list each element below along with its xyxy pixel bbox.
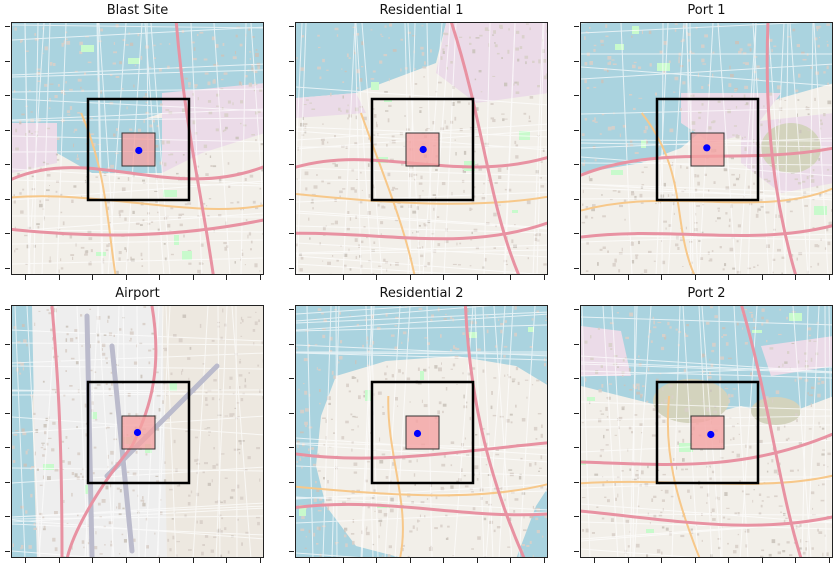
- map-tile: [295, 22, 548, 275]
- map-panel-residential-2: Residential 2: [289, 283, 548, 568]
- map-tile: [295, 305, 548, 558]
- park: [752, 330, 762, 333]
- x-axis-ticks: [295, 558, 548, 564]
- built-up-blocks: [581, 306, 832, 557]
- map-tile: [580, 22, 833, 275]
- basemap: [12, 306, 263, 557]
- location-marker: [707, 430, 715, 439]
- industrial-area: [436, 23, 547, 103]
- map-tile: [11, 305, 264, 558]
- major-roads: [581, 306, 832, 557]
- park: [789, 313, 802, 321]
- water: [12, 23, 263, 133]
- location-marker: [135, 146, 143, 155]
- park: [96, 252, 106, 256]
- park: [371, 82, 379, 90]
- water: [516, 489, 547, 557]
- minor-streets: [296, 306, 547, 557]
- park: [43, 464, 54, 470]
- panel-title: Residential 2: [379, 286, 464, 301]
- park: [519, 131, 530, 140]
- location-marker: [133, 428, 142, 437]
- basemap: [581, 306, 832, 557]
- outer-square: [86, 97, 191, 202]
- x-axis-ticks: [295, 275, 548, 281]
- basemap: [296, 306, 547, 557]
- outer-square: [370, 97, 475, 202]
- industrial-area: [681, 93, 781, 143]
- panel-title: Residential 1: [379, 3, 464, 18]
- major-roads: [12, 23, 263, 274]
- map-panel-airport: Airport: [5, 283, 264, 568]
- minor-streets: [581, 23, 832, 274]
- built-up-blocks: [13, 24, 263, 274]
- park: [384, 99, 392, 102]
- secondary-roads: [296, 112, 547, 274]
- park: [169, 381, 177, 391]
- inner-square: [121, 415, 156, 450]
- outer-square: [655, 380, 760, 485]
- panel-title: Port 1: [687, 3, 726, 18]
- park: [182, 251, 192, 260]
- inner-square: [405, 415, 440, 450]
- park: [81, 45, 94, 52]
- industrial-area: [162, 83, 263, 173]
- panel-title: Blast Site: [106, 3, 169, 18]
- park: [646, 529, 654, 533]
- basemap: [581, 23, 832, 274]
- park: [468, 332, 477, 338]
- location-marker: [413, 429, 422, 438]
- park: [299, 505, 306, 516]
- park: [512, 210, 518, 213]
- inner-square: [690, 132, 725, 167]
- x-axis-ticks: [11, 558, 264, 564]
- secondary-roads: [296, 395, 547, 557]
- inner-square: [690, 415, 725, 450]
- park: [89, 412, 97, 419]
- park: [528, 327, 534, 332]
- outer-square: [655, 97, 760, 202]
- green-zone: [751, 397, 801, 425]
- map-tile: [11, 22, 264, 275]
- map-panel-residential-1: Residential 1: [289, 0, 548, 285]
- location-marker: [703, 144, 711, 152]
- panel-title: Port 2: [687, 286, 726, 301]
- outer-square: [370, 380, 475, 485]
- location-marker: [419, 145, 427, 154]
- park: [163, 190, 177, 197]
- park: [128, 58, 140, 64]
- park: [420, 371, 424, 380]
- basemap: [296, 23, 547, 274]
- park: [657, 63, 670, 71]
- panel-title: Airport: [115, 286, 160, 301]
- major-roads: [296, 306, 547, 557]
- map-panel-blast-site: Blast Site: [5, 0, 264, 285]
- x-axis-ticks: [580, 558, 833, 564]
- park: [611, 170, 623, 175]
- x-axis-ticks: [11, 275, 264, 281]
- map-panel-port-1: Port 1: [574, 0, 833, 285]
- x-axis-ticks: [580, 275, 833, 281]
- map-tile: [580, 305, 833, 558]
- basemap: [12, 23, 263, 274]
- park: [85, 485, 90, 494]
- park: [814, 206, 827, 215]
- park: [587, 397, 595, 401]
- park: [615, 44, 624, 50]
- water: [296, 306, 547, 557]
- map-panel-port-2: Port 2: [574, 283, 833, 568]
- outer-square: [86, 380, 191, 485]
- park: [174, 235, 179, 245]
